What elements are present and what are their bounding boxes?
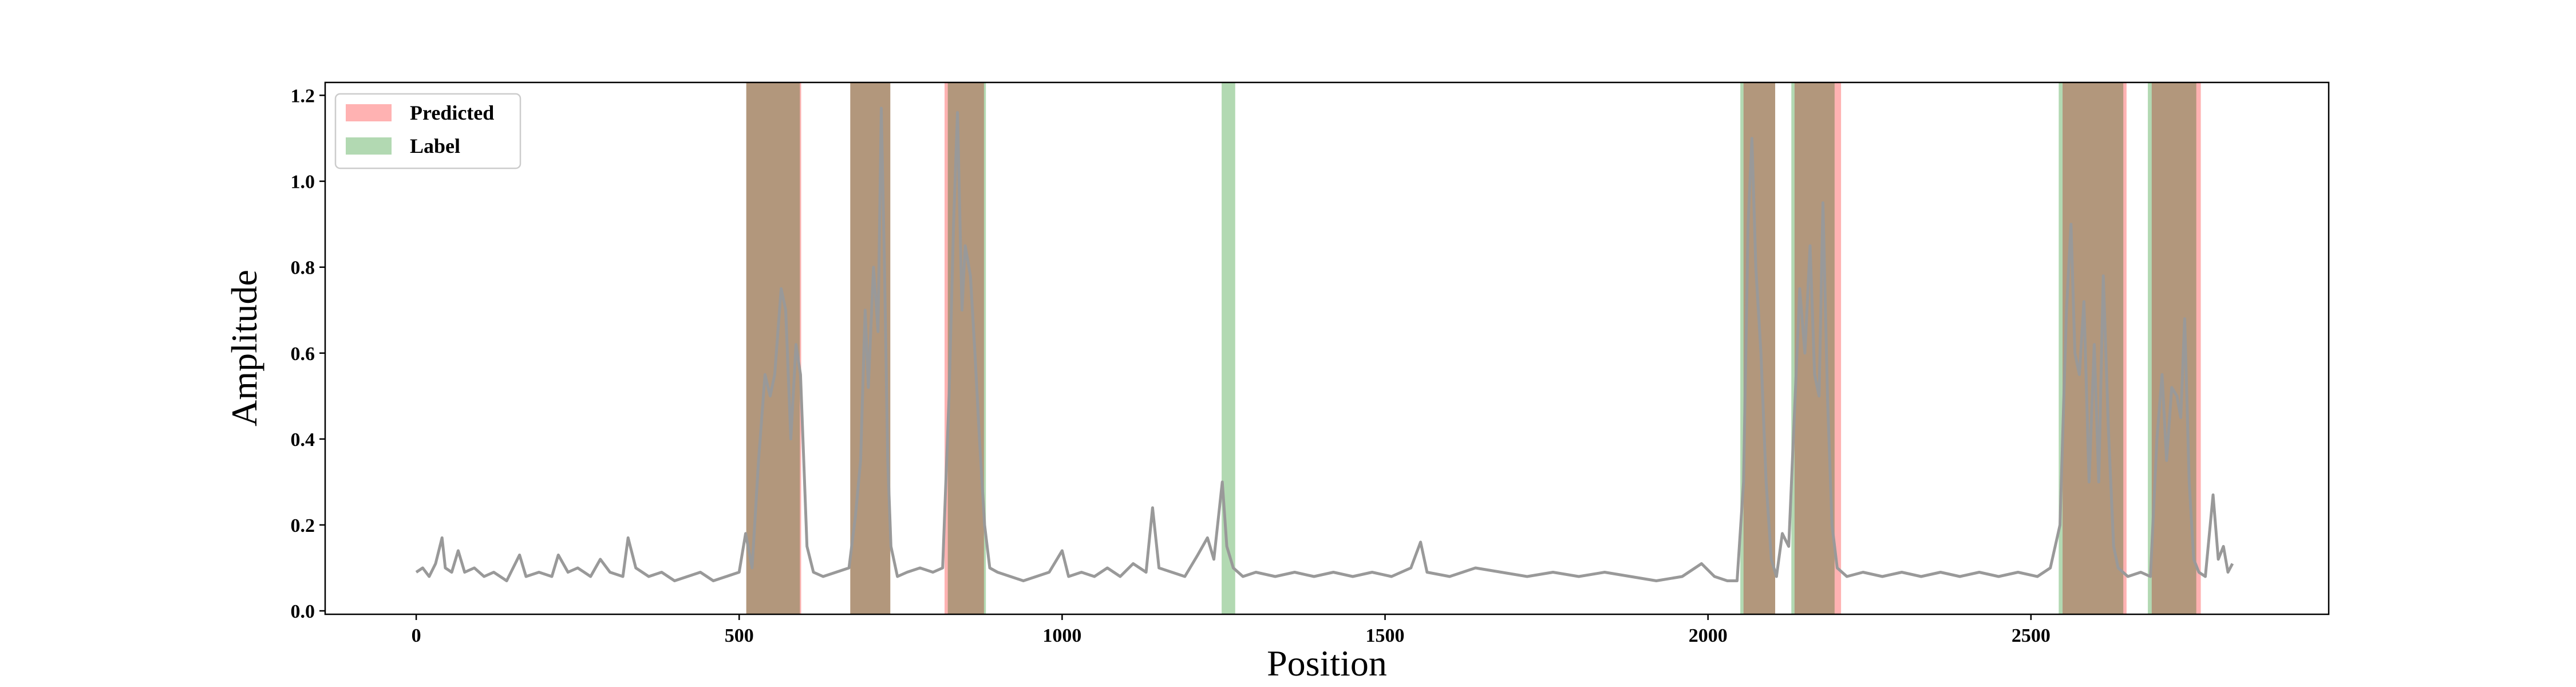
x-tick-label: 1000 [1042, 625, 1081, 646]
y-tick-label: 1.0 [291, 172, 315, 193]
legend-box [334, 93, 521, 169]
y-tick-label: 0.2 [291, 515, 315, 536]
legend: Predicted Label [334, 93, 521, 169]
plot-frame [324, 81, 2330, 615]
legend-label: Predicted [410, 101, 494, 124]
region-span [1222, 82, 1235, 614]
legend-swatch [346, 137, 392, 155]
x-tick-label: 2500 [2012, 625, 2050, 646]
data-line [415, 106, 2234, 582]
y-tick-label: 1.2 [291, 86, 315, 107]
x-tick-label: 1500 [1366, 625, 1405, 646]
region-span [2148, 82, 2196, 614]
y-tick-label: 0.8 [291, 258, 315, 279]
x-tick-label: 2000 [1689, 625, 1728, 646]
y-axis-label: Amplitude [224, 270, 264, 427]
x-tick-label: 500 [725, 625, 754, 646]
legend-swatch [346, 104, 392, 121]
plot-area [415, 82, 2234, 614]
y-tick-label: 0.0 [291, 601, 315, 622]
region-span [947, 82, 986, 614]
legend-label: Label [410, 135, 460, 157]
x-axis-label: Position [1267, 643, 1387, 684]
y-tick-label: 0.4 [291, 429, 315, 451]
y-tick-label: 0.6 [291, 344, 315, 365]
x-tick-label: 0 [412, 625, 421, 646]
